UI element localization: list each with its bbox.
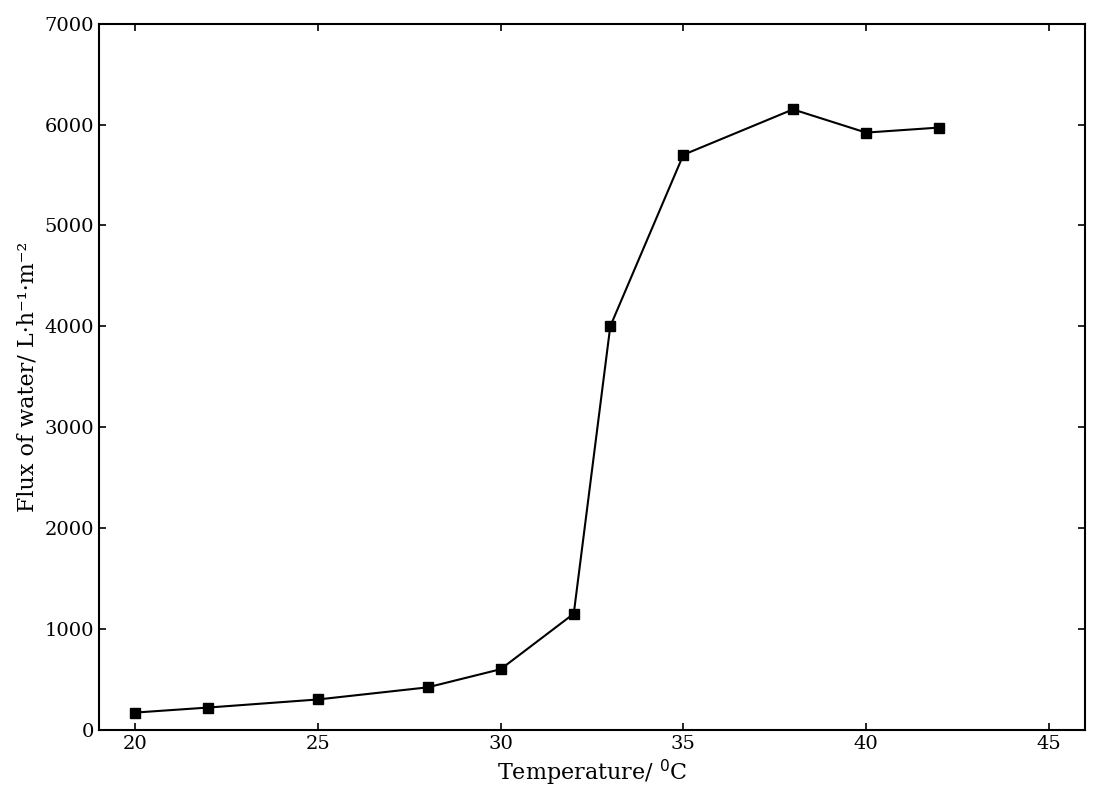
Y-axis label: Flux of water/ L·h⁻¹·m⁻²: Flux of water/ L·h⁻¹·m⁻²: [17, 242, 39, 512]
X-axis label: Temperature/ $^0$C: Temperature/ $^0$C: [497, 758, 688, 788]
